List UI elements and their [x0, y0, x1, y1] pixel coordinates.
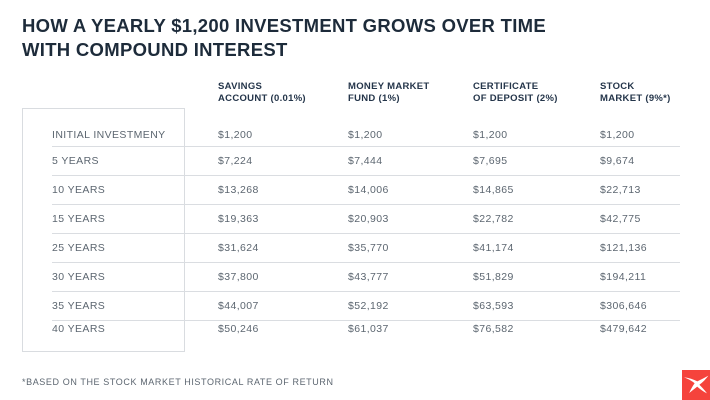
column-header-line: ACCOUNT (0.01%)	[218, 92, 306, 104]
column-header-line: OF DEPOSIT (2%)	[473, 92, 558, 104]
cell-savings-account: $1,200	[218, 129, 253, 141]
cell-money-market-fund: $52,192	[348, 300, 389, 312]
column-header-line: MARKET (9%*)	[600, 92, 671, 104]
cell-stock-market: $194,211	[600, 271, 647, 283]
column-header-certificate-of-deposit: CERTIFICATE OF DEPOSIT (2%)	[473, 81, 558, 104]
cell-stock-market: $1,200	[600, 129, 635, 141]
cell-savings-account: $50,246	[218, 323, 259, 335]
cell-money-market-fund: $43,777	[348, 271, 389, 283]
table-row: 25 YEARS $31,624 $35,770 $41,174 $121,13…	[52, 234, 680, 263]
table-row: 10 YEARS $13,268 $14,006 $14,865 $22,713	[52, 176, 680, 205]
cell-stock-market: $22,713	[600, 184, 641, 196]
table-row: 5 YEARS $7,224 $7,444 $7,695 $9,674	[52, 147, 680, 176]
cell-certificate-of-deposit: $14,865	[473, 184, 514, 196]
cell-savings-account: $37,800	[218, 271, 259, 283]
cell-money-market-fund: $20,903	[348, 213, 389, 225]
row-label: 40 YEARS	[52, 323, 106, 335]
cell-savings-account: $31,624	[218, 242, 259, 254]
brand-logo	[682, 370, 710, 400]
table-row: 15 YEARS $19,363 $20,903 $22,782 $42,775	[52, 205, 680, 234]
cell-savings-account: $19,363	[218, 213, 259, 225]
table-row: INITIAL INVESTMENY $1,200 $1,200 $1,200 …	[52, 108, 680, 147]
table-row: 40 YEARS $50,246 $61,037 $76,582 $479,64…	[52, 321, 680, 357]
row-label-outline-box	[22, 108, 185, 352]
row-label: 25 YEARS	[52, 242, 106, 254]
cell-stock-market: $479,642	[600, 323, 647, 335]
table-row: 35 YEARS $44,007 $52,192 $63,593 $306,64…	[52, 292, 680, 321]
cell-certificate-of-deposit: $76,582	[473, 323, 514, 335]
row-label: 15 YEARS	[52, 213, 106, 225]
cell-money-market-fund: $1,200	[348, 129, 383, 141]
cell-savings-account: $13,268	[218, 184, 259, 196]
investment-growth-table: INITIAL INVESTMENY $1,200 $1,200 $1,200 …	[52, 108, 680, 357]
cell-stock-market: $9,674	[600, 155, 635, 167]
column-header-line: CERTIFICATE	[473, 81, 539, 92]
row-label: 30 YEARS	[52, 271, 106, 283]
cell-savings-account: $7,224	[218, 155, 253, 167]
column-header-line: STOCK	[600, 81, 635, 92]
cell-money-market-fund: $61,037	[348, 323, 389, 335]
cell-certificate-of-deposit: $51,829	[473, 271, 514, 283]
cell-certificate-of-deposit: $1,200	[473, 129, 508, 141]
row-label: 35 YEARS	[52, 300, 106, 312]
cell-certificate-of-deposit: $63,593	[473, 300, 514, 312]
cell-certificate-of-deposit: $22,782	[473, 213, 514, 225]
column-header-stock-market: STOCK MARKET (9%*)	[600, 81, 671, 104]
x-bird-logo-icon	[682, 370, 710, 400]
column-header-money-market-fund: MONEY MARKET FUND (1%)	[348, 81, 430, 104]
column-header-savings-account: SAVINGS ACCOUNT (0.01%)	[218, 81, 306, 104]
row-label: 5 YEARS	[52, 155, 99, 167]
column-header-line: SAVINGS	[218, 81, 263, 92]
cell-savings-account: $44,007	[218, 300, 259, 312]
cell-money-market-fund: $35,770	[348, 242, 389, 254]
table-column-headers: SAVINGS ACCOUNT (0.01%) MONEY MARKET FUN…	[52, 81, 680, 107]
column-header-line: MONEY MARKET	[348, 81, 430, 92]
cell-stock-market: $306,646	[600, 300, 647, 312]
footnote: *BASED ON THE STOCK MARKET HISTORICAL RA…	[22, 377, 334, 387]
table-row: 30 YEARS $37,800 $43,777 $51,829 $194,21…	[52, 263, 680, 292]
title-line-1: HOW A YEARLY $1,200 INVESTMENT GROWS OVE…	[22, 15, 547, 36]
row-label: 10 YEARS	[52, 184, 106, 196]
column-header-line: FUND (1%)	[348, 92, 400, 104]
title-line-2: WITH COMPOUND INTEREST	[22, 38, 288, 60]
row-label: INITIAL INVESTMENY	[52, 129, 166, 141]
cell-certificate-of-deposit: $41,174	[473, 242, 514, 254]
page-title: HOW A YEARLY $1,200 INVESTMENT GROWS OVE…	[22, 14, 546, 61]
cell-money-market-fund: $14,006	[348, 184, 389, 196]
cell-stock-market: $42,775	[600, 213, 641, 225]
cell-certificate-of-deposit: $7,695	[473, 155, 508, 167]
cell-money-market-fund: $7,444	[348, 155, 383, 167]
cell-stock-market: $121,136	[600, 242, 647, 254]
